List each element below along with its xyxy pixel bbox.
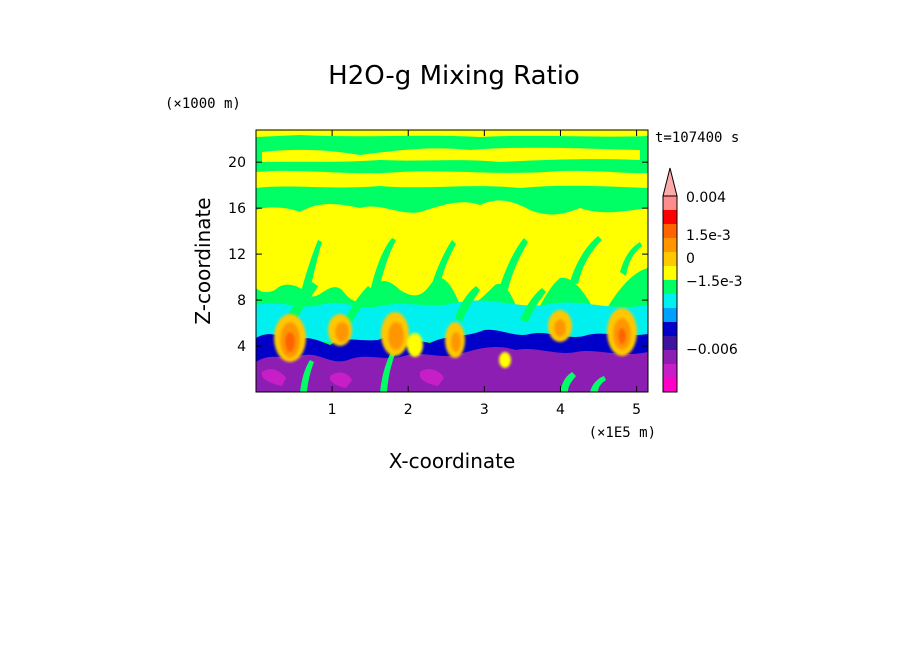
colorbar-swatch	[663, 266, 677, 280]
field-band-top-yellow	[256, 130, 648, 137]
colorbar-label: 1.5e-3	[686, 228, 731, 244]
x-axis-label: X-coordinate	[389, 449, 516, 473]
colorbar-label: 0.004	[686, 190, 726, 206]
colorbar-label: 0	[686, 251, 695, 267]
colorbar-swatch	[663, 378, 677, 392]
x-tick-label: 3	[480, 402, 489, 418]
field-green-streaks	[300, 236, 642, 298]
colorbar-swatch	[663, 252, 677, 266]
colorbar-swatch	[663, 210, 677, 224]
colorbar-label: −1.5e-3	[686, 274, 743, 290]
y-unit-label: (×1000 m)	[165, 96, 241, 112]
y-tick-label: 20	[228, 155, 246, 171]
field-main-yellow	[256, 200, 648, 330]
x-tick-label: 1	[328, 402, 337, 418]
x-unit-label: (×1E5 m)	[589, 425, 656, 441]
y-axis-label: Z-coordinate	[191, 197, 215, 324]
colorbar-swatch	[663, 322, 677, 336]
colorbar-swatch	[663, 280, 677, 294]
y-tick-label: 4	[237, 339, 246, 355]
field-band-upper-yellow	[262, 147, 640, 162]
colorbar-swatch	[663, 238, 677, 252]
colorbar-label: −0.006	[686, 342, 738, 358]
colorbar-swatch	[663, 308, 677, 322]
colorbar-swatch	[663, 350, 677, 364]
x-tick-label: 4	[556, 402, 565, 418]
x-tick-label: 2	[404, 402, 413, 418]
colorbar-labels: 0.004 1.5e-3 0 −1.5e-3 −0.006	[686, 190, 743, 358]
x-axis-ticks: 1 2 3 4 5	[328, 130, 641, 418]
chart-title: H2O-g Mixing Ratio	[328, 61, 580, 91]
y-tick-label: 12	[228, 247, 246, 263]
x-tick-label: 5	[632, 402, 641, 418]
field-green-mid	[286, 282, 546, 322]
colorbar	[662, 167, 678, 393]
field-purple-layer	[256, 347, 648, 392]
y-tick-label: 16	[228, 201, 246, 217]
colorbar-swatch	[663, 224, 677, 238]
time-label: t=107400 s	[655, 130, 739, 146]
colorbar-swatch	[663, 336, 677, 350]
y-axis-ticks: 4 8 12 16 20	[228, 155, 648, 355]
colorbar-swatch	[663, 364, 677, 378]
colorbar-swatch	[663, 294, 677, 308]
field-band-mid-yellow	[256, 170, 648, 188]
colorbar-frame	[662, 195, 678, 393]
convective-cells	[274, 308, 637, 368]
colorbar-swatch	[663, 196, 677, 210]
field-magenta-patches	[262, 369, 444, 388]
y-tick-label: 8	[237, 293, 246, 309]
colorbar-triangle-cap	[662, 167, 678, 197]
plot-frame	[255, 129, 649, 393]
heatmap-field	[256, 130, 648, 392]
